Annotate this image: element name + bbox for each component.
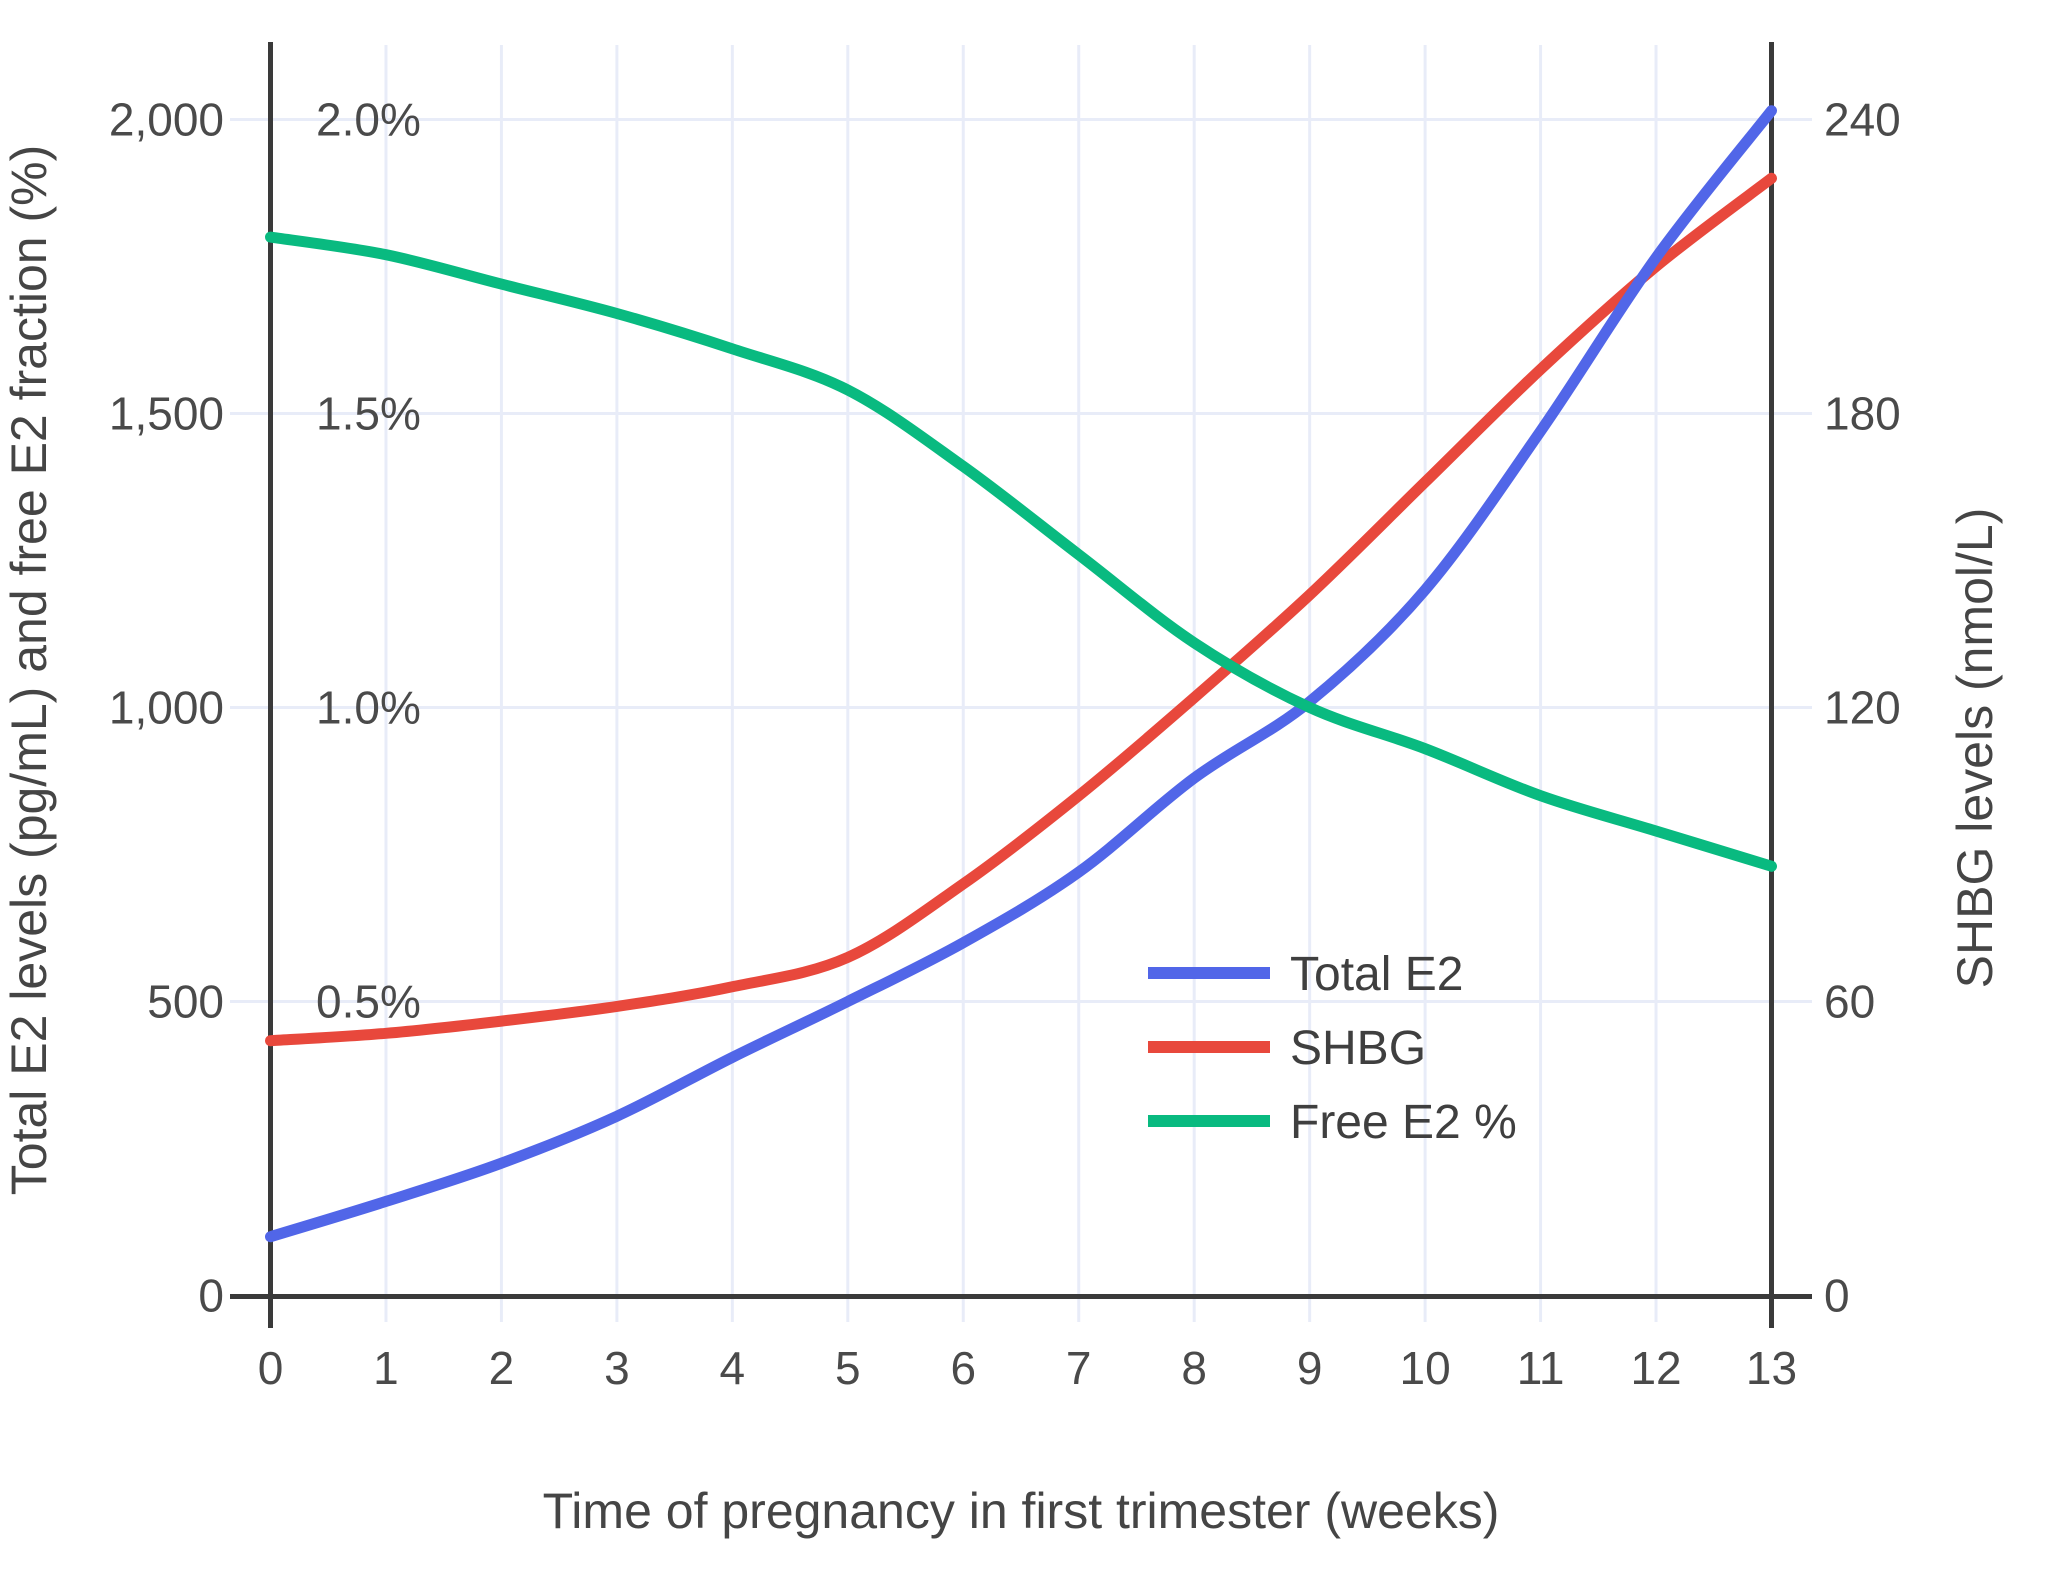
legend-item: Total E2 <box>1148 948 1463 1001</box>
x-tick-label: 11 <box>1517 1342 1565 1394</box>
legend: Total E2 SHBG Free E2 % <box>1148 948 1517 1149</box>
y-right-tick-label: 120 <box>1824 682 1901 734</box>
x-tick-label: 13 <box>1746 1342 1797 1394</box>
y-left-tick-label: 1,500 <box>109 388 224 440</box>
x-tick-label: 1 <box>373 1342 399 1394</box>
x-axis-title: Time of pregnancy in first trimester (we… <box>543 1483 1500 1539</box>
x-tick-labels: 0 1 2 3 4 5 6 7 8 9 10 11 12 13 <box>258 1342 1797 1394</box>
y-left-tick-label: 2,000 <box>109 94 224 146</box>
y-left-tick-label: 500 <box>147 976 224 1028</box>
x-tick-label: 4 <box>720 1342 746 1394</box>
y-left-tick-label: 0 <box>198 1270 224 1322</box>
x-tick-label: 10 <box>1400 1342 1451 1394</box>
y-left-tick-label: 1,000 <box>109 682 224 734</box>
y-right-tick-label: 180 <box>1824 388 1901 440</box>
legend-label: Free E2 % <box>1290 1096 1517 1149</box>
horizontal-gridlines <box>230 118 1812 1003</box>
x-tick-label: 7 <box>1066 1342 1092 1394</box>
y-left-tick-labels: 0 500 1,000 1,500 2,000 <box>109 94 224 1322</box>
percent-tick-label: 2.0% <box>316 94 421 146</box>
percent-tick-label: 1.0% <box>316 682 421 734</box>
vertical-gridlines <box>384 45 1658 1322</box>
y-left-axis-title: Total E2 levels (pg/mL) and free E2 frac… <box>1 145 57 1195</box>
series-line-shbg <box>265 172 1777 1047</box>
y-right-tick-label: 240 <box>1824 94 1901 146</box>
y-right-axis-title: SHBG levels (nmol/L) <box>1947 508 2003 989</box>
x-tick-label: 3 <box>604 1342 630 1394</box>
y-right-tick-label: 0 <box>1824 1270 1850 1322</box>
x-tick-label: 9 <box>1297 1342 1323 1394</box>
x-tick-label: 8 <box>1181 1342 1207 1394</box>
percent-tick-label: 1.5% <box>316 388 421 440</box>
legend-item: SHBG <box>1148 1022 1426 1075</box>
percent-tick-label: 0.5% <box>316 976 421 1028</box>
x-tick-label: 6 <box>950 1342 976 1394</box>
series-line-free-e2- <box>265 231 1777 872</box>
y-right-tick-label: 60 <box>1824 976 1875 1028</box>
x-tick-label: 12 <box>1630 1342 1681 1394</box>
percent-tick-labels: 0.5% 1.0% 1.5% 2.0% <box>316 94 421 1028</box>
x-tick-label: 0 <box>258 1342 284 1394</box>
legend-label: SHBG <box>1290 1022 1426 1075</box>
x-tick-label: 5 <box>835 1342 861 1394</box>
axis-lines <box>230 42 1812 1328</box>
x-tick-label: 2 <box>489 1342 515 1394</box>
series-line-total-e2 <box>265 105 1777 1243</box>
series-curves <box>265 105 1777 1243</box>
legend-label: Total E2 <box>1290 948 1463 1001</box>
legend-item: Free E2 % <box>1148 1096 1517 1149</box>
y-right-tick-labels: 0 60 120 180 240 <box>1824 94 1901 1322</box>
